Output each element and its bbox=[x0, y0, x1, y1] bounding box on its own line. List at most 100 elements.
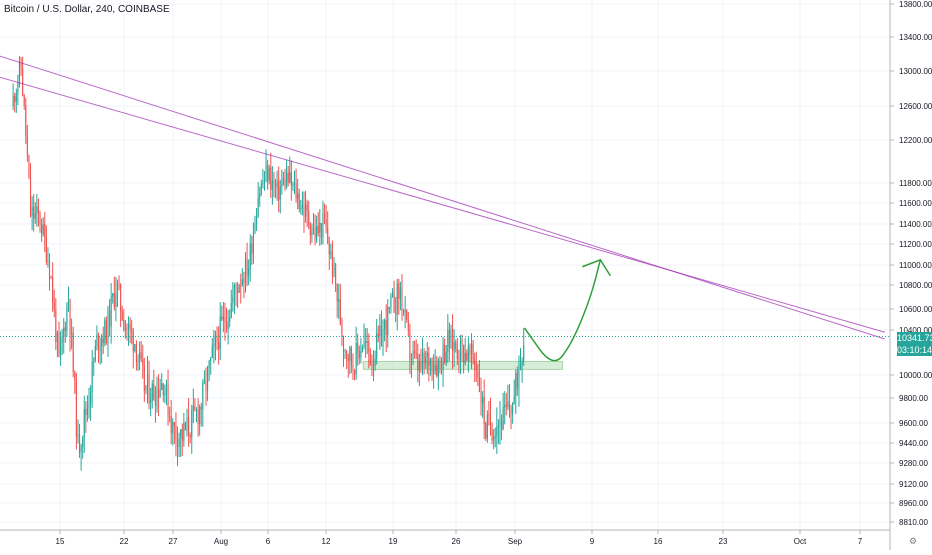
candle-body bbox=[85, 409, 87, 415]
candle-body bbox=[80, 446, 82, 453]
candle bbox=[342, 335, 345, 367]
candle bbox=[303, 191, 305, 233]
candle bbox=[420, 348, 422, 373]
candle bbox=[47, 247, 49, 268]
candle bbox=[126, 323, 128, 341]
candle-body bbox=[320, 222, 322, 238]
candle-body bbox=[181, 429, 183, 441]
candle-body bbox=[172, 422, 174, 434]
candle-body bbox=[183, 422, 185, 441]
support-zone[interactable] bbox=[362, 361, 563, 370]
candle-body bbox=[325, 219, 327, 228]
candle bbox=[148, 360, 150, 410]
candle-body bbox=[482, 396, 484, 404]
candle-body bbox=[218, 342, 220, 350]
candle-body bbox=[180, 429, 182, 438]
candle bbox=[295, 168, 297, 203]
candle bbox=[390, 293, 392, 314]
candle bbox=[42, 217, 44, 237]
candle bbox=[202, 379, 204, 427]
candle bbox=[293, 170, 296, 195]
candle bbox=[369, 348, 371, 366]
candle bbox=[93, 357, 95, 376]
candle-body bbox=[505, 404, 507, 407]
candle-body bbox=[409, 330, 411, 360]
candle bbox=[521, 357, 523, 383]
candle-body bbox=[243, 279, 245, 283]
candle-body bbox=[47, 261, 49, 263]
candle bbox=[237, 282, 239, 309]
candle bbox=[507, 384, 509, 411]
candle-body bbox=[279, 186, 281, 200]
candle bbox=[199, 404, 201, 436]
candle bbox=[309, 221, 311, 246]
candle-body bbox=[154, 400, 156, 406]
candle-body bbox=[67, 300, 70, 308]
candle-body bbox=[48, 261, 51, 277]
candle-body bbox=[265, 165, 267, 181]
candle-body bbox=[230, 303, 232, 318]
candle bbox=[23, 94, 25, 110]
candle bbox=[165, 379, 168, 406]
time-tick-label: 26 bbox=[452, 537, 461, 546]
candle bbox=[347, 353, 349, 378]
candle bbox=[466, 349, 468, 362]
candle-body bbox=[150, 400, 152, 404]
trendline[interactable] bbox=[0, 75, 886, 333]
trendline[interactable] bbox=[0, 54, 886, 340]
candle-body bbox=[199, 406, 201, 425]
candle-body bbox=[322, 213, 324, 238]
time-tick-label: Aug bbox=[214, 537, 228, 546]
candle bbox=[102, 326, 104, 354]
candle-body bbox=[12, 96, 14, 106]
candle bbox=[385, 304, 387, 353]
candle-body bbox=[137, 359, 139, 363]
candle bbox=[207, 365, 209, 402]
candle-body bbox=[303, 205, 305, 217]
candle-body bbox=[189, 434, 191, 438]
time-tick-label: Sep bbox=[508, 537, 523, 546]
candle bbox=[36, 194, 38, 227]
candle bbox=[113, 276, 115, 311]
candle-body bbox=[33, 206, 35, 219]
candle bbox=[137, 354, 139, 371]
candle-body bbox=[113, 293, 115, 308]
candle bbox=[433, 354, 435, 389]
candle bbox=[393, 280, 395, 314]
candle bbox=[241, 268, 243, 287]
candle bbox=[167, 369, 169, 426]
candle bbox=[335, 262, 337, 292]
candle bbox=[221, 305, 223, 322]
candle-body bbox=[170, 416, 172, 434]
settings-icon[interactable]: ⚙ bbox=[909, 536, 917, 546]
candle-body bbox=[512, 402, 514, 413]
candle bbox=[260, 179, 262, 196]
candle bbox=[325, 205, 327, 234]
projection-arrow[interactable] bbox=[523, 259, 602, 362]
candle-body bbox=[82, 436, 84, 447]
candle bbox=[516, 366, 518, 396]
candle bbox=[442, 337, 444, 387]
candle-body bbox=[414, 350, 416, 353]
price-tick-label: 9800.00 bbox=[899, 394, 928, 403]
candle bbox=[162, 383, 164, 402]
candle bbox=[259, 186, 261, 207]
candle-body bbox=[467, 345, 469, 361]
candle-body bbox=[267, 165, 269, 182]
candle-body bbox=[178, 437, 180, 448]
candle bbox=[505, 392, 507, 416]
candle-body bbox=[75, 379, 77, 437]
candle bbox=[444, 338, 446, 365]
candle bbox=[482, 391, 484, 418]
candle bbox=[262, 169, 264, 189]
candle-body bbox=[376, 333, 378, 359]
price-tick-label: 10800.00 bbox=[899, 281, 932, 290]
candle-body bbox=[295, 183, 297, 199]
countdown-tag: 03:10:14 bbox=[897, 344, 932, 356]
candle-body bbox=[28, 155, 30, 179]
candle-body bbox=[382, 328, 384, 347]
candle-body bbox=[44, 224, 46, 237]
candle bbox=[423, 348, 425, 375]
